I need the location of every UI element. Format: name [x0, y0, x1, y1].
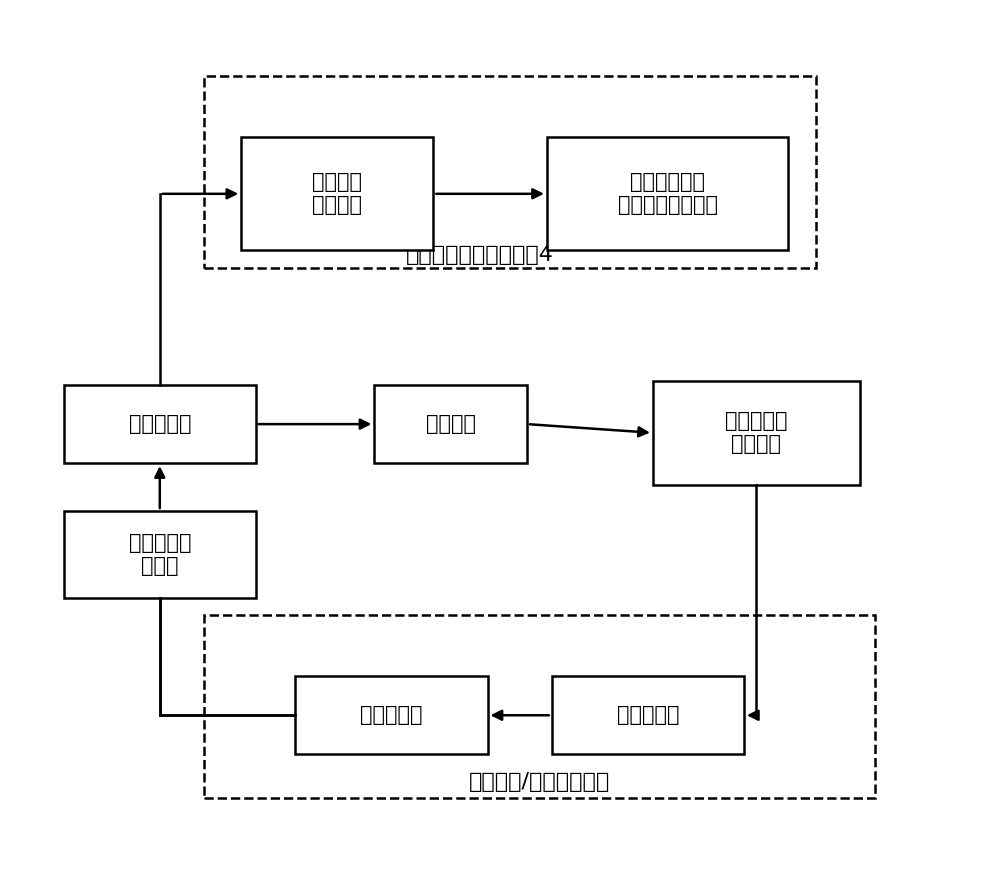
Text: 数据采集软件
暂停、开始及停止: 数据采集软件 暂停、开始及停止	[618, 172, 718, 215]
Text: 电动液氮泵: 电动液氮泵	[360, 706, 423, 725]
Bar	[547, 138, 788, 250]
Bar	[204, 77, 816, 268]
Text: 程控继电器: 程控继电器	[617, 706, 679, 725]
Text: 数据采集联动控制单元4: 数据采集联动控制单元4	[406, 245, 554, 265]
Text: 自动开始/停止加注液氮: 自动开始/停止加注液氮	[469, 773, 610, 792]
Bar	[204, 615, 875, 798]
Bar	[374, 385, 527, 464]
Text: 温度变送器
信号放大: 温度变送器 信号放大	[725, 411, 788, 455]
Bar	[295, 676, 488, 754]
Bar	[653, 381, 860, 485]
Bar	[552, 676, 744, 754]
Text: 数据采集
控制程序: 数据采集 控制程序	[312, 172, 362, 215]
Bar	[241, 138, 433, 250]
Text: 冷冻样品杆
液氮量: 冷冻样品杆 液氮量	[129, 532, 191, 576]
Text: 温度传感器: 温度传感器	[129, 414, 191, 434]
Bar	[64, 385, 256, 464]
Bar	[64, 511, 256, 598]
Text: 信号采集: 信号采集	[426, 414, 476, 434]
